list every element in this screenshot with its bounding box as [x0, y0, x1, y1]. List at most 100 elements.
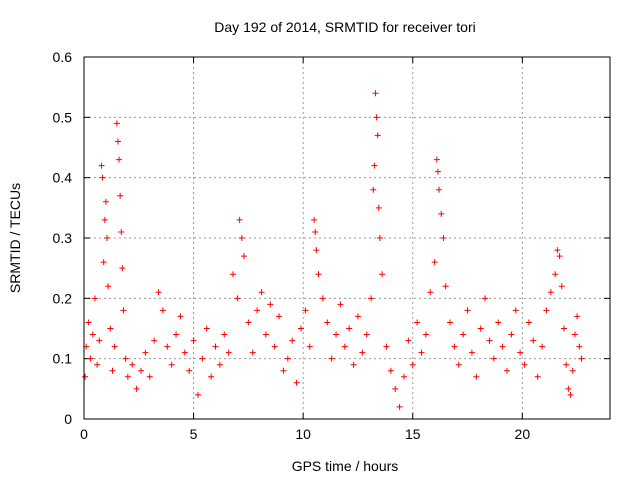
data-point [254, 307, 261, 314]
data-point [359, 349, 366, 356]
data-point [280, 367, 287, 374]
data-point [311, 216, 318, 223]
data-point [341, 343, 348, 350]
data-point [363, 331, 370, 338]
data-point [486, 337, 493, 344]
x-tick-label: 5 [190, 426, 198, 442]
chart-title: Day 192 of 2014, SRMTID for receiver tor… [214, 19, 475, 35]
data-point [495, 319, 502, 326]
data-point [203, 325, 210, 332]
data-point [120, 307, 127, 314]
data-point [468, 349, 475, 356]
data-point [422, 331, 429, 338]
data-point [137, 367, 144, 374]
data-point [427, 289, 434, 296]
data-point [574, 313, 581, 320]
data-point [473, 373, 480, 380]
data-point [405, 337, 412, 344]
data-point [100, 259, 107, 266]
data-point [521, 361, 528, 368]
data-point [85, 319, 92, 326]
data-point [173, 331, 180, 338]
axis-ticks: 0 5 10 15 20 0 0.1 0.2 0.3 0.4 0.5 0.6 [53, 49, 610, 442]
data-point [571, 331, 578, 338]
data-point [438, 210, 445, 217]
data-point [530, 337, 537, 344]
data-point [490, 355, 497, 362]
data-point [319, 295, 326, 302]
data-point [372, 90, 379, 97]
data-point [563, 361, 570, 368]
data-point [554, 247, 561, 254]
data-point [396, 403, 403, 410]
y-tick-label: 0.6 [53, 49, 73, 65]
data-point [477, 325, 484, 332]
data-point [539, 343, 546, 350]
data-point [159, 307, 166, 314]
data-point [208, 373, 215, 380]
data-point [525, 319, 532, 326]
data-point [558, 283, 565, 290]
data-point [114, 138, 121, 145]
data-point [190, 337, 197, 344]
data-point [98, 162, 105, 169]
data-point [392, 385, 399, 392]
data-point [133, 385, 140, 392]
data-point [499, 343, 506, 350]
y-tick-label: 0 [64, 411, 72, 427]
data-point [556, 253, 563, 260]
x-tick-label: 10 [295, 426, 311, 442]
y-tick-label: 0.1 [53, 351, 73, 367]
data-point [155, 289, 162, 296]
data-point [578, 355, 585, 362]
data-point [313, 247, 320, 254]
data-point [512, 307, 519, 314]
data-point [221, 331, 228, 338]
data-point [447, 319, 454, 326]
data-point [107, 325, 114, 332]
data-point [240, 253, 247, 260]
data-point [387, 367, 394, 374]
data-point [451, 343, 458, 350]
data-point [328, 355, 335, 362]
x-tick-label: 0 [80, 426, 88, 442]
data-point [379, 271, 386, 278]
data-point [234, 295, 241, 302]
data-point [113, 120, 120, 127]
data-point [464, 307, 471, 314]
data-point [414, 319, 421, 326]
data-point [371, 162, 378, 169]
data-point [534, 373, 541, 380]
data-point [186, 367, 193, 374]
data-point [383, 343, 390, 350]
data-point [567, 391, 574, 398]
data-point [194, 391, 201, 398]
data-point [225, 349, 232, 356]
y-tick-label: 0.3 [53, 230, 73, 246]
data-point [400, 373, 407, 380]
data-point [284, 355, 291, 362]
data-point [315, 271, 322, 278]
data-point [297, 325, 304, 332]
data-point [101, 216, 108, 223]
plot-frame [83, 56, 611, 420]
data-point [370, 186, 377, 193]
data-point [482, 295, 489, 302]
data-point [216, 361, 223, 368]
data-point [91, 295, 98, 302]
data-point [267, 301, 274, 308]
data-point [337, 301, 344, 308]
data-point [293, 379, 300, 386]
data-point [460, 331, 467, 338]
y-axis-label: SRMTID / TECUs [7, 183, 23, 293]
data-point [151, 337, 158, 344]
data-point [105, 283, 112, 290]
y-tick-label: 0.5 [53, 109, 73, 125]
data-point [324, 319, 331, 326]
data-point [122, 355, 129, 362]
data-point [177, 313, 184, 320]
data-point [262, 331, 269, 338]
data-point [102, 198, 109, 205]
data-point [236, 216, 243, 223]
